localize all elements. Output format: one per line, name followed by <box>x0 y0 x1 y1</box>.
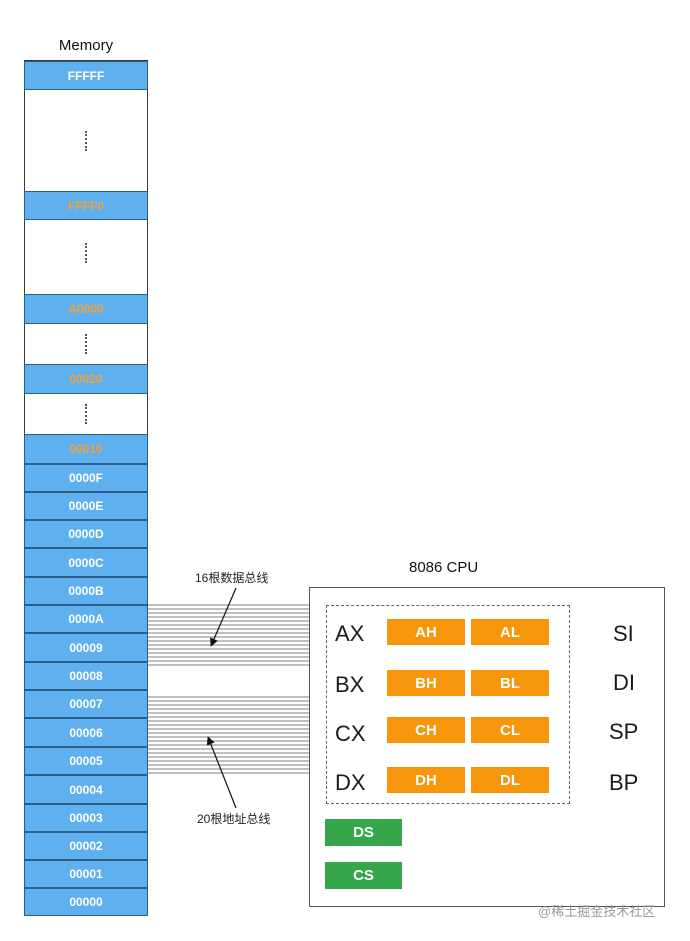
address-bus-label: 20根地址总线 <box>197 812 271 826</box>
memory-cell: 00006 <box>24 718 148 747</box>
watermark: @稀土掘金技术社区 <box>538 904 656 919</box>
register-al: AL <box>471 619 549 645</box>
register-cl: CL <box>471 717 549 743</box>
register-bp: BP <box>609 770 639 795</box>
register-si: SI <box>613 621 634 646</box>
register-dx: DX <box>335 770 366 795</box>
register-cx: CX <box>335 721 366 746</box>
memory-cell: 0000B <box>24 577 148 605</box>
memory-title: Memory <box>58 37 114 54</box>
register-dh: DH <box>387 767 465 793</box>
memory-cell: 00009 <box>24 633 148 662</box>
ellipsis-icon <box>85 404 89 424</box>
register-bl: BL <box>471 670 549 696</box>
memory-cell: 00010 <box>24 434 148 464</box>
memory-cell: 00001 <box>24 860 148 888</box>
ellipsis-icon <box>85 334 89 354</box>
ellipsis-icon <box>85 243 89 263</box>
memory-gap <box>24 90 148 191</box>
register-ah: AH <box>387 619 465 645</box>
general-register-group <box>326 605 570 804</box>
memory-cell: 00008 <box>24 662 148 690</box>
register-ch: CH <box>387 717 465 743</box>
memory-cell: FFFFF <box>24 61 148 90</box>
data-bus-label: 16根数据总线 <box>195 571 269 585</box>
memory-cell: 0000E <box>24 492 148 520</box>
register-cs: CS <box>325 862 402 889</box>
ellipsis-icon <box>85 131 89 151</box>
data-bus-arrow <box>210 587 237 647</box>
memory-cell: 00005 <box>24 747 148 775</box>
register-ax: AX <box>335 621 365 646</box>
memory-cell: 00004 <box>24 775 148 804</box>
memory-cell: 00007 <box>24 690 148 718</box>
cpu-title: 8086 CPU <box>409 559 479 576</box>
address-bus-lines <box>148 696 309 774</box>
register-bx: BX <box>335 672 365 697</box>
register-dl: DL <box>471 767 549 793</box>
data-bus-lines <box>148 604 309 666</box>
memory-cell: 0000A <box>24 605 148 633</box>
memory-cell: 00020 <box>24 364 148 394</box>
memory-cell: FFFF0 <box>24 191 148 220</box>
memory-cell: 00003 <box>24 804 148 832</box>
register-di: DI <box>613 670 635 695</box>
address-bus-arrow <box>206 736 237 809</box>
memory-cell: 0000C <box>24 548 148 577</box>
register-ds: DS <box>325 819 402 846</box>
memory-cell: 00002 <box>24 832 148 860</box>
memory-cell: 0000D <box>24 520 148 548</box>
memory-cell: 0000F <box>24 464 148 492</box>
register-bh: BH <box>387 670 465 696</box>
memory-cell: 00000 <box>24 888 148 916</box>
register-sp: SP <box>609 719 639 744</box>
memory-cell: A0000 <box>24 294 148 324</box>
